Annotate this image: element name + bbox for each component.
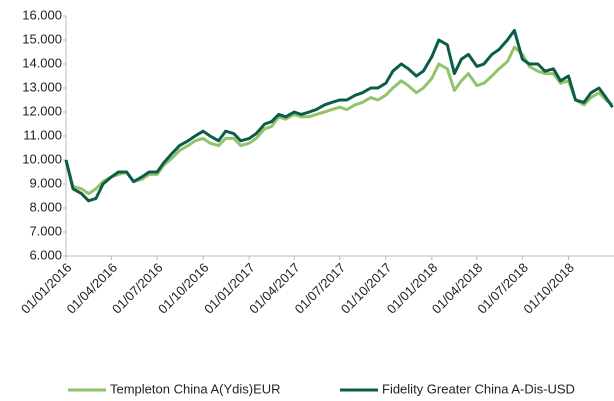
- y-tick-label: 13.000: [22, 79, 62, 94]
- x-tick-label: 01/10/2018: [520, 260, 577, 317]
- y-tick-label: 6.000: [29, 247, 62, 262]
- y-tick-label: 7.000: [29, 223, 62, 238]
- y-tick-label: 12.000: [22, 103, 62, 118]
- y-tick-label: 15.000: [22, 31, 62, 46]
- y-tick-label: 16.000: [22, 7, 62, 22]
- y-tick-label: 11.000: [23, 127, 62, 142]
- y-tick-label: 9.000: [29, 175, 62, 190]
- y-tick-label: 8.000: [29, 199, 62, 214]
- y-tick-label: 10.000: [22, 151, 62, 166]
- y-tick-label: 14.000: [22, 55, 62, 70]
- legend-label: Fidelity Greater China A-Dis-USD: [382, 381, 575, 396]
- legend-label: Templeton China A(Ydis)EUR: [110, 381, 281, 396]
- series-line: [64, 28, 614, 203]
